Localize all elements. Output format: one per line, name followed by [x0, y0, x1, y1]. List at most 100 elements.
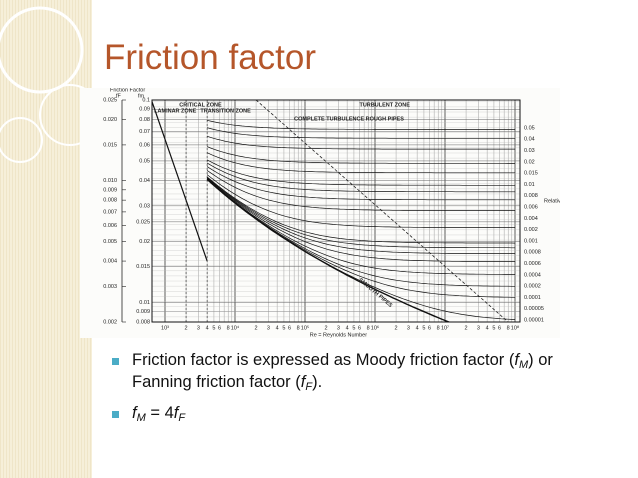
- x-minor-label: 5: [422, 325, 425, 331]
- roughness-label: 0.03: [524, 148, 535, 154]
- roughness-label: 0.002: [524, 227, 538, 233]
- roughness-label: 0.0008: [524, 250, 541, 256]
- friction-curve: [206, 159, 516, 186]
- friction-curve: [206, 135, 516, 150]
- bullet-text: f: [173, 403, 179, 422]
- fm-tick-label: 0.1: [142, 97, 150, 103]
- x-minor-label: 5: [352, 325, 355, 331]
- friction-curve: [206, 178, 516, 262]
- x-decade-label: 10⁵: [301, 324, 309, 331]
- x-minor-label: 2: [185, 325, 188, 331]
- ff-tick-label: 0.020: [103, 117, 117, 123]
- ff-tick-label: 0.002: [103, 319, 117, 325]
- x-minor-label: 6: [428, 325, 431, 331]
- x-minor-label: 4: [346, 325, 349, 331]
- roughness-label: 0.0004: [524, 272, 541, 278]
- friction-curve: [206, 176, 516, 244]
- slide-title: Friction factor: [104, 38, 316, 77]
- x-minor-label: 5: [212, 325, 215, 331]
- roughness-label: 0.04: [524, 137, 535, 143]
- roughness-title: Relative Roughness: [544, 198, 560, 204]
- bullet-text: ) or Fanning friction factor (: [132, 351, 553, 392]
- fm-tick-label: 0.025: [136, 219, 150, 225]
- roughness-label: 0.008: [524, 193, 538, 199]
- frame: [151, 99, 521, 323]
- axis-title: Friction Factor: [110, 88, 145, 93]
- friction-curve: [206, 146, 516, 164]
- x-decade-label: 10⁷: [441, 324, 449, 331]
- x-minor-label: 8: [297, 325, 300, 331]
- x-minor-label: 4: [206, 325, 209, 331]
- bullet-text: Friction factor is expressed as Moody fr…: [132, 351, 515, 369]
- friction-curve: [206, 177, 516, 254]
- x-minor-label: 2: [465, 325, 468, 331]
- friction-curve: [206, 178, 516, 287]
- roughness-label: 0.00005: [524, 306, 544, 312]
- axis-symbol: fm: [138, 93, 145, 99]
- x-decade-label: 10⁴: [231, 324, 240, 331]
- x-minor-label: 4: [276, 325, 279, 331]
- roughness-label: 0.00001: [524, 317, 544, 323]
- bullet-text: = 4: [145, 403, 174, 422]
- zone-label: TRANSITION ZONE: [200, 108, 251, 114]
- x-minor-label: 6: [498, 325, 501, 331]
- ff-tick-label: 0.025: [103, 97, 117, 103]
- bullet: Friction factor is expressed as Moody fr…: [112, 350, 612, 395]
- x-minor-label: 8: [367, 325, 370, 331]
- x-minor-label: 2: [395, 325, 398, 331]
- x-minor-label: 8: [437, 325, 440, 331]
- ff-tick-label: 0.009: [103, 187, 117, 193]
- ff-tick-label: 0.007: [103, 209, 117, 215]
- bullet: fM = 4fF: [112, 403, 612, 425]
- x-decade-label: 10⁸: [511, 324, 519, 331]
- friction-curve: [206, 152, 516, 174]
- fm-tick-label: 0.008: [136, 319, 150, 325]
- roughness-label: 0.0001: [524, 295, 541, 301]
- bullet-text: M: [136, 411, 146, 424]
- x-minor-label: 8: [507, 325, 510, 331]
- ff-tick-label: 0.006: [103, 223, 117, 229]
- x-minor-label: 3: [197, 325, 200, 331]
- friction-curve: [206, 178, 516, 275]
- friction-curve: [206, 170, 516, 211]
- x-title: Re = Reynolds Number: [310, 332, 367, 338]
- fm-tick-label: 0.02: [139, 239, 150, 245]
- fm-tick-label: 0.09: [139, 107, 150, 113]
- roughness-label: 0.01: [524, 182, 535, 188]
- zone-label: LAMINAR ZONE: [154, 108, 196, 114]
- fm-tick-label: 0.03: [139, 203, 150, 209]
- x-minor-label: 6: [218, 325, 221, 331]
- x-minor-label: 3: [337, 325, 340, 331]
- x-minor-label: 2: [325, 325, 328, 331]
- plot: [152, 100, 520, 322]
- roughness-label: 0.006: [524, 205, 538, 211]
- fm-tick-label: 0.07: [139, 129, 150, 135]
- ff-tick-label: 0.003: [103, 284, 117, 290]
- ff-tick-label: 0.004: [103, 259, 117, 265]
- bullet-text: ).: [312, 373, 323, 392]
- axis-symbol: fF: [116, 93, 122, 99]
- zone-label: COMPLETE TURBULENCE ROUGH PIPES: [294, 116, 404, 122]
- roughness-label: 0.015: [524, 171, 538, 177]
- x-minor-label: 6: [358, 325, 361, 331]
- fm-tick-label: 0.05: [139, 158, 150, 164]
- bullet-list: Friction factor is expressed as Moody fr…: [112, 350, 612, 433]
- x-minor-label: 6: [288, 325, 291, 331]
- roughness-label: 0.0002: [524, 284, 541, 290]
- ff-tick-label: 0.005: [103, 239, 117, 245]
- friction-curve: [206, 162, 516, 193]
- friction-curve: [206, 178, 451, 322]
- x-minor-label: 4: [416, 325, 419, 331]
- x-decade-label: 10³: [161, 325, 169, 331]
- fm-tick-label: 0.009: [136, 309, 150, 315]
- zone-label: TURBULENT ZONE: [359, 102, 410, 108]
- friction-curve: [207, 127, 516, 139]
- bullet-text: M: [518, 359, 529, 371]
- bullet-text: f: [514, 351, 519, 369]
- fm-tick-label: 0.01: [139, 300, 150, 306]
- roughness-label: 0.004: [524, 216, 538, 222]
- fm-tick-label: 0.015: [136, 264, 150, 270]
- ff-tick-label: 0.008: [103, 198, 117, 204]
- boundary-line: [255, 100, 509, 322]
